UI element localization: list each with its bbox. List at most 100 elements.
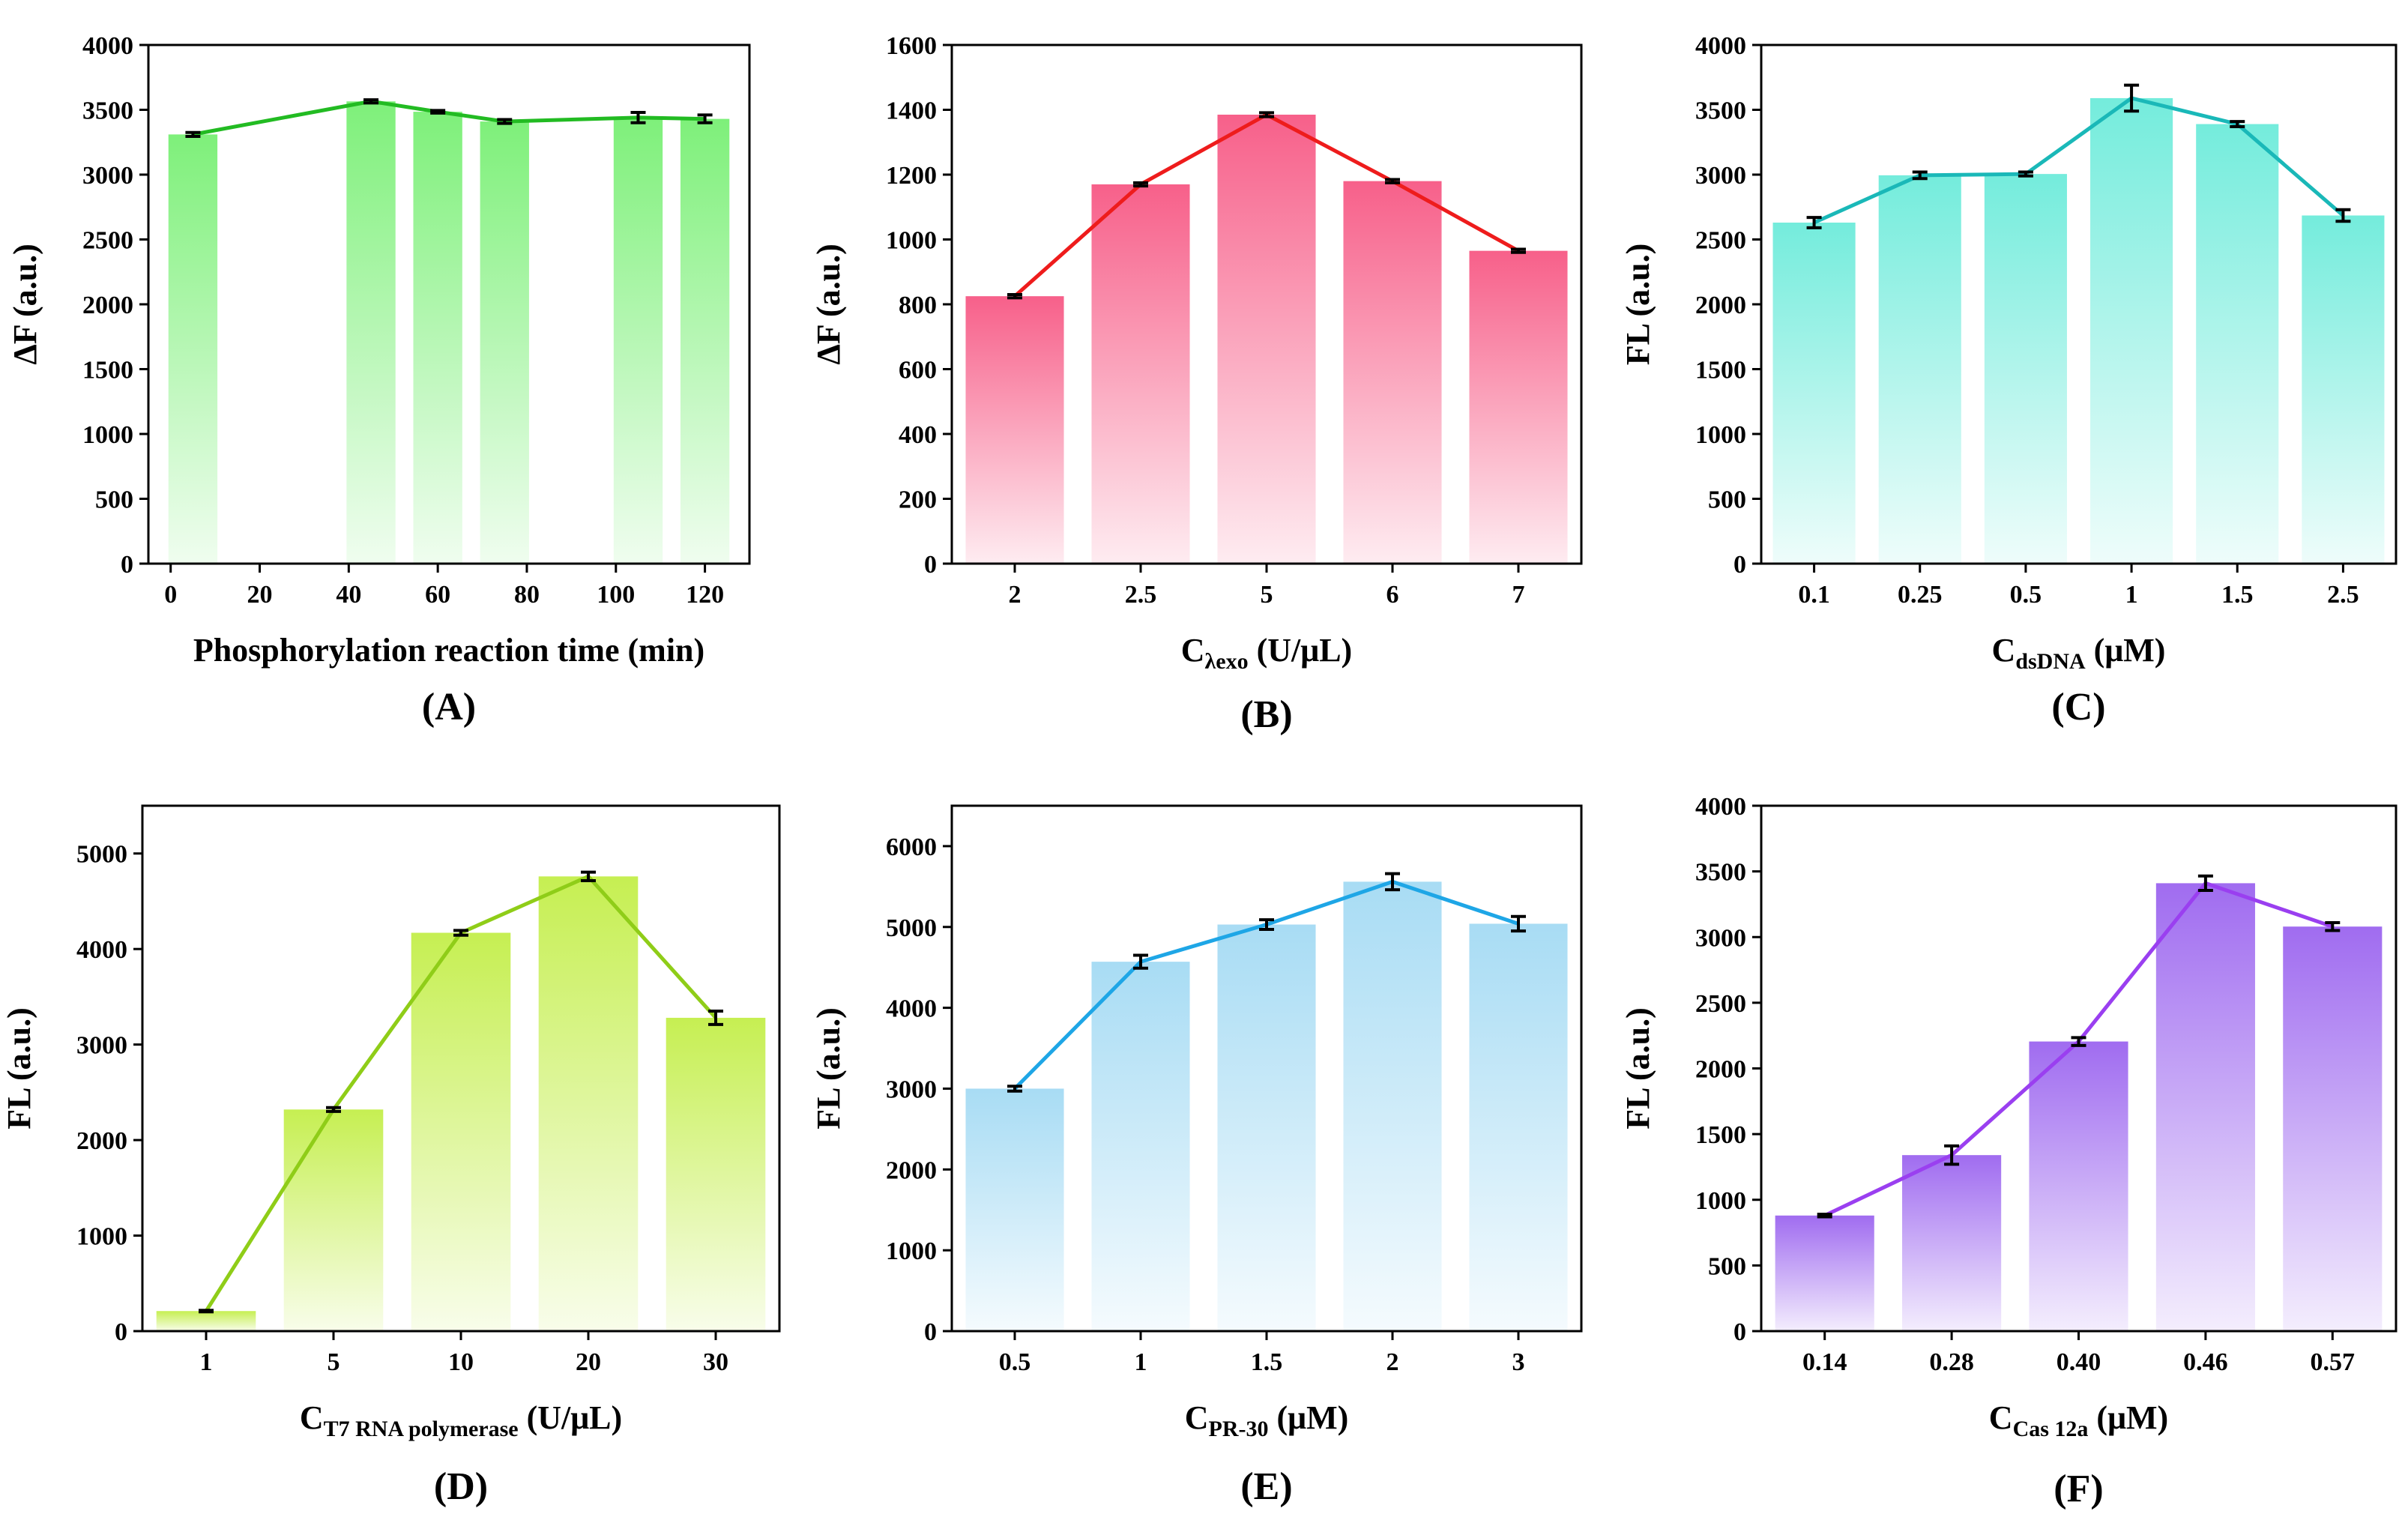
error-bar <box>453 929 468 937</box>
error-bar <box>697 113 713 124</box>
y-tick-label: 0 <box>1733 1318 1746 1346</box>
bar <box>2029 1041 2128 1331</box>
series-line <box>1813 96 2345 225</box>
error-bar <box>363 98 379 105</box>
bar <box>1343 881 1442 1331</box>
y-tick-label: 4000 <box>82 32 133 60</box>
panel-label: (B) <box>1240 693 1292 736</box>
x-tick-label: 20 <box>576 1348 601 1376</box>
y-tick-label: 4000 <box>1695 793 1746 821</box>
x-tick-label: 1 <box>2125 581 2138 609</box>
y-tick-label: 4000 <box>886 995 937 1023</box>
y-tick-label: 1500 <box>1695 1121 1746 1149</box>
y-axis-label: FL (a.u.) <box>1 1007 37 1130</box>
bar <box>2283 926 2383 1331</box>
y-tick-label: 5000 <box>76 841 127 869</box>
x-tick-label: 60 <box>425 581 450 609</box>
error-bar <box>1912 170 1928 181</box>
plot-frame <box>147 43 751 565</box>
bar <box>1878 175 1961 564</box>
error-bar <box>2018 170 2033 178</box>
y-axis-label: FL (a.u.) <box>1620 244 1656 366</box>
y-tick-label: 2500 <box>82 227 133 255</box>
x-tick-label: 1 <box>200 1348 213 1376</box>
panel-label: (C) <box>2051 686 2105 729</box>
error-bar <box>185 130 201 138</box>
x-tick-label: 5 <box>1261 581 1273 609</box>
y-tick-label: 200 <box>899 486 937 514</box>
chart-panel-f: 0.14 0.28 0.40 0.46 0.57 0 500 1000 1500 2000 2500… <box>1620 793 2398 1510</box>
x-tick-label: 7 <box>1512 581 1525 609</box>
x-axis-label: Phosphorylation reaction time (min) <box>193 632 704 669</box>
x-tick-label: 0.1 <box>1798 581 1830 609</box>
y-tick-label: 2500 <box>1695 990 1746 1018</box>
y-tick-label: 3000 <box>1695 924 1746 952</box>
bar <box>1217 114 1316 564</box>
y-tick-label: 3500 <box>82 97 133 125</box>
y-tick-label: 1000 <box>1695 421 1746 449</box>
plot-frame <box>950 43 1583 565</box>
panel-label: (F) <box>2054 1468 2103 1510</box>
error-bar <box>1385 872 1400 892</box>
y-tick-label: 1000 <box>886 227 937 255</box>
x-tick-label: 10 <box>448 1348 474 1376</box>
y-tick-label: 500 <box>1708 1252 1746 1280</box>
error-bar <box>2335 208 2351 223</box>
x-axis-label: CCas 12a (μM) <box>1989 1399 2168 1441</box>
error-bar <box>1133 953 1148 970</box>
error-bar <box>1133 181 1148 188</box>
bar <box>965 1088 1064 1331</box>
error-bar <box>1259 918 1274 932</box>
error-bar <box>630 110 646 124</box>
plot-frame <box>950 804 1583 1333</box>
bar <box>680 118 730 564</box>
y-axis-label: ΔF (a.u.) <box>810 244 847 365</box>
x-tick-label: 0.46 <box>2183 1348 2228 1376</box>
x-tick-label: 0.5 <box>999 1348 1031 1376</box>
x-tick-label: 6 <box>1386 581 1399 609</box>
panel-label: (E) <box>1240 1465 1292 1508</box>
bar <box>413 112 462 564</box>
y-tick-label: 1500 <box>1695 357 1746 384</box>
x-axis-label: CPR-30 (μM) <box>1185 1399 1349 1441</box>
y-tick-label: 1000 <box>76 1223 127 1251</box>
error-bar <box>2124 83 2140 113</box>
error-bar <box>2230 120 2245 128</box>
x-tick-label: 1.5 <box>1251 1348 1283 1376</box>
bar <box>1469 923 1568 1331</box>
y-tick-label: 1500 <box>82 357 133 384</box>
x-tick-label: 2.5 <box>2327 581 2359 609</box>
error-bar <box>1007 1085 1022 1093</box>
y-tick-label: 6000 <box>886 833 937 861</box>
chart-panel-e: 0.5 1 1.5 2 3 0 1000 2000 3000 4000 5000 6000 FL (a.… <box>810 804 1583 1508</box>
bar <box>1772 223 1856 564</box>
y-tick-label: 1000 <box>82 421 133 449</box>
y-tick-label: 0 <box>924 1318 937 1346</box>
error-bar <box>1806 216 1822 229</box>
x-tick-label: 1 <box>1135 1348 1147 1376</box>
y-tick-label: 0 <box>924 551 937 579</box>
y-tick-label: 0 <box>121 551 133 579</box>
bar <box>2302 215 2385 564</box>
x-tick-label: 2 <box>1009 581 1022 609</box>
x-tick-label: 0.40 <box>2057 1348 2101 1376</box>
error-bar <box>1259 111 1274 118</box>
x-tick-label: 30 <box>703 1348 728 1376</box>
error-bar <box>581 870 596 883</box>
bar <box>538 876 639 1331</box>
error-bar <box>1511 247 1526 254</box>
x-tick-label: 20 <box>247 581 273 609</box>
x-tick-label: 2.5 <box>1125 581 1157 609</box>
bar <box>1217 924 1316 1331</box>
y-tick-label: 2500 <box>1695 227 1746 255</box>
bar <box>1775 1215 1874 1331</box>
error-bar <box>1385 178 1400 184</box>
bar <box>965 296 1064 564</box>
y-tick-label: 2000 <box>886 1156 937 1184</box>
y-tick-label: 1200 <box>886 162 937 190</box>
bar <box>283 1109 384 1331</box>
error-bar <box>1511 914 1526 933</box>
y-axis-label: FL (a.u.) <box>810 1007 847 1130</box>
y-tick-label: 800 <box>899 292 937 319</box>
y-tick-label: 2000 <box>1695 1056 1746 1084</box>
